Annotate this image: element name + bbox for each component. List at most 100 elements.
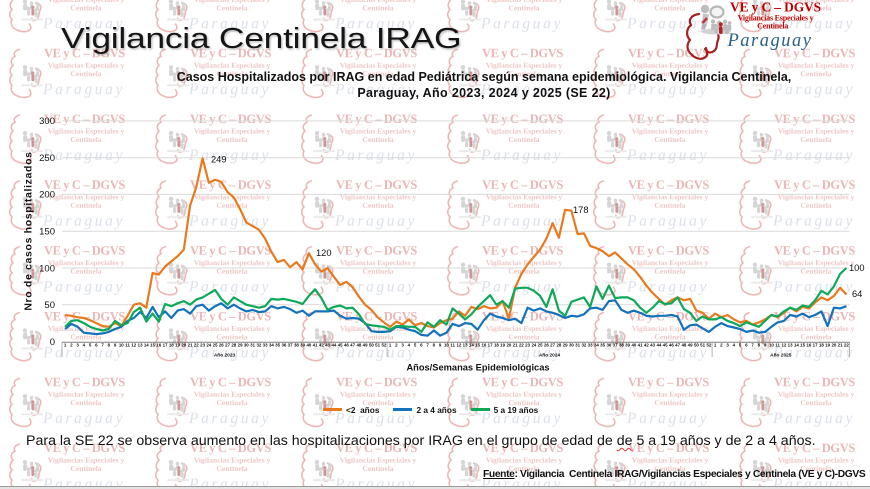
svg-text:Año 2024: Año 2024 — [539, 352, 561, 358]
svg-text:52: 52 — [381, 343, 386, 348]
svg-text:27: 27 — [550, 343, 555, 348]
svg-text:24: 24 — [531, 343, 536, 348]
svg-text:16: 16 — [156, 343, 161, 348]
svg-text:36: 36 — [281, 343, 286, 348]
svg-text:41: 41 — [638, 343, 643, 348]
svg-text:200: 200 — [39, 190, 55, 201]
svg-text:14: 14 — [469, 343, 474, 348]
svg-text:32: 32 — [581, 343, 586, 348]
svg-text:18: 18 — [494, 343, 499, 348]
svg-text:26: 26 — [219, 343, 224, 348]
svg-text:27: 27 — [225, 343, 230, 348]
svg-text:4: 4 — [733, 343, 736, 348]
svg-text:32: 32 — [256, 343, 261, 348]
svg-text:36: 36 — [606, 343, 611, 348]
svg-text:12: 12 — [131, 343, 136, 348]
svg-text:51: 51 — [375, 343, 380, 348]
svg-text:34: 34 — [594, 343, 599, 348]
svg-text:9: 9 — [439, 343, 442, 348]
svg-text:4: 4 — [83, 343, 86, 348]
svg-text:33: 33 — [263, 343, 268, 348]
svg-text:49: 49 — [363, 343, 368, 348]
svg-text:51: 51 — [700, 343, 705, 348]
svg-text:19: 19 — [825, 343, 830, 348]
svg-text:28: 28 — [231, 343, 236, 348]
svg-text:19: 19 — [175, 343, 180, 348]
svg-text:120: 120 — [316, 248, 332, 258]
svg-text:23: 23 — [525, 343, 530, 348]
svg-text:47: 47 — [350, 343, 355, 348]
svg-text:8: 8 — [108, 343, 111, 348]
svg-text:Año 2023: Año 2023 — [214, 352, 236, 358]
svg-text:37: 37 — [613, 343, 618, 348]
svg-text:0: 0 — [50, 337, 55, 348]
svg-text:100: 100 — [849, 263, 865, 273]
svg-text:13: 13 — [138, 343, 143, 348]
svg-text:30: 30 — [569, 343, 574, 348]
svg-text:49: 49 — [688, 343, 693, 348]
svg-text:47: 47 — [675, 343, 680, 348]
svg-text:13: 13 — [788, 343, 793, 348]
svg-text:20: 20 — [506, 343, 511, 348]
svg-text:22: 22 — [194, 343, 199, 348]
svg-text:25: 25 — [213, 343, 218, 348]
svg-text:7: 7 — [101, 343, 104, 348]
svg-text:11: 11 — [775, 343, 780, 348]
svg-text:3: 3 — [76, 343, 79, 348]
svg-text:20: 20 — [831, 343, 836, 348]
svg-text:5: 5 — [89, 343, 92, 348]
svg-text:12: 12 — [781, 343, 786, 348]
svg-text:10: 10 — [769, 343, 774, 348]
svg-text:20: 20 — [181, 343, 186, 348]
svg-text:1: 1 — [714, 343, 717, 348]
svg-text:250: 250 — [39, 153, 55, 164]
svg-text:Centinela: Centinela — [757, 22, 788, 31]
svg-text:11: 11 — [450, 343, 455, 348]
svg-text:150: 150 — [39, 227, 55, 238]
svg-text:45: 45 — [663, 343, 668, 348]
svg-text:42: 42 — [319, 343, 324, 348]
svg-text:29: 29 — [238, 343, 243, 348]
svg-text:1: 1 — [389, 343, 392, 348]
svg-text:46: 46 — [344, 343, 349, 348]
svg-text:21: 21 — [838, 343, 843, 348]
svg-text:18: 18 — [819, 343, 824, 348]
svg-text:Nro de casos hospitalizados: Nro de casos hospitalizados — [23, 151, 35, 310]
svg-text:48: 48 — [681, 343, 686, 348]
svg-text:25: 25 — [538, 343, 543, 348]
svg-text:5: 5 — [739, 343, 742, 348]
svg-text:14: 14 — [144, 343, 149, 348]
svg-text:23: 23 — [200, 343, 205, 348]
svg-text:17: 17 — [163, 343, 168, 348]
svg-text:50: 50 — [369, 343, 374, 348]
svg-text:300: 300 — [39, 116, 55, 127]
svg-text:3: 3 — [726, 343, 729, 348]
svg-text:8: 8 — [758, 343, 761, 348]
svg-text:33: 33 — [588, 343, 593, 348]
svg-text:26: 26 — [544, 343, 549, 348]
svg-text:44: 44 — [331, 343, 336, 348]
svg-text:38: 38 — [294, 343, 299, 348]
svg-text:2: 2 — [720, 343, 723, 348]
svg-text:3: 3 — [401, 343, 404, 348]
svg-text:100: 100 — [39, 263, 55, 274]
svg-text:6: 6 — [95, 343, 98, 348]
svg-text:21: 21 — [513, 343, 518, 348]
svg-text:8: 8 — [433, 343, 436, 348]
svg-text:16: 16 — [806, 343, 811, 348]
svg-text:29: 29 — [563, 343, 568, 348]
svg-text:50: 50 — [44, 300, 55, 311]
svg-text:52: 52 — [706, 343, 711, 348]
svg-text:12: 12 — [456, 343, 461, 348]
svg-text:Vigilancias Especiales y: Vigilancias Especiales y — [738, 14, 814, 23]
svg-text:24: 24 — [206, 343, 211, 348]
svg-text:38: 38 — [619, 343, 624, 348]
svg-text:31: 31 — [250, 343, 255, 348]
svg-text:28: 28 — [556, 343, 561, 348]
svg-text:Paraguay: Paraguay — [727, 31, 813, 51]
svg-text:6: 6 — [745, 343, 748, 348]
svg-text:40: 40 — [631, 343, 636, 348]
svg-text:9: 9 — [114, 343, 117, 348]
svg-text:178: 178 — [573, 205, 589, 215]
svg-text:18: 18 — [169, 343, 174, 348]
